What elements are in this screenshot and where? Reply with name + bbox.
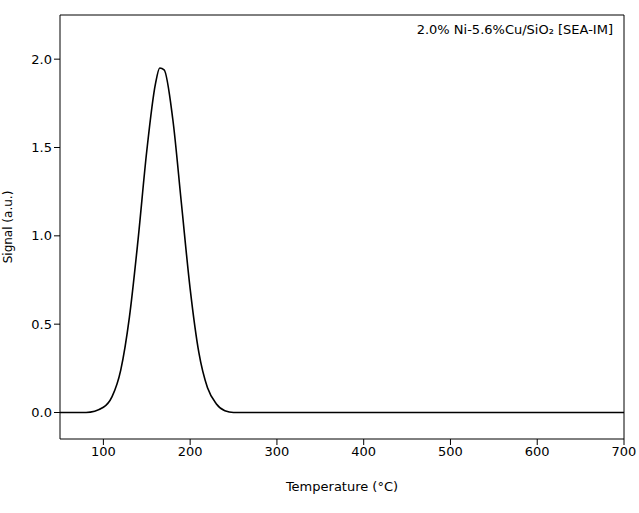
svg-text:2.0: 2.0 [31, 52, 52, 67]
svg-text:600: 600 [525, 444, 550, 459]
svg-text:Temperature (°C): Temperature (°C) [285, 479, 398, 494]
svg-text:1.0: 1.0 [31, 228, 52, 243]
svg-text:0.5: 0.5 [31, 317, 52, 332]
svg-text:700: 700 [612, 444, 637, 459]
svg-text:0.0: 0.0 [31, 405, 52, 420]
svg-text:500: 500 [438, 444, 463, 459]
svg-text:1.5: 1.5 [31, 140, 52, 155]
svg-text:300: 300 [265, 444, 290, 459]
svg-text:200: 200 [178, 444, 203, 459]
svg-text:400: 400 [351, 444, 376, 459]
html-text:2.0% Ni-5.6%Cu/SiO₂ [SEA-IM]: 2.0% Ni-5.6%Cu/SiO₂ [SEA-IM] [416, 22, 613, 37]
svg-text:Signal (a.u.): Signal (a.u.) [1, 191, 15, 264]
svg-text:100: 100 [91, 444, 116, 459]
